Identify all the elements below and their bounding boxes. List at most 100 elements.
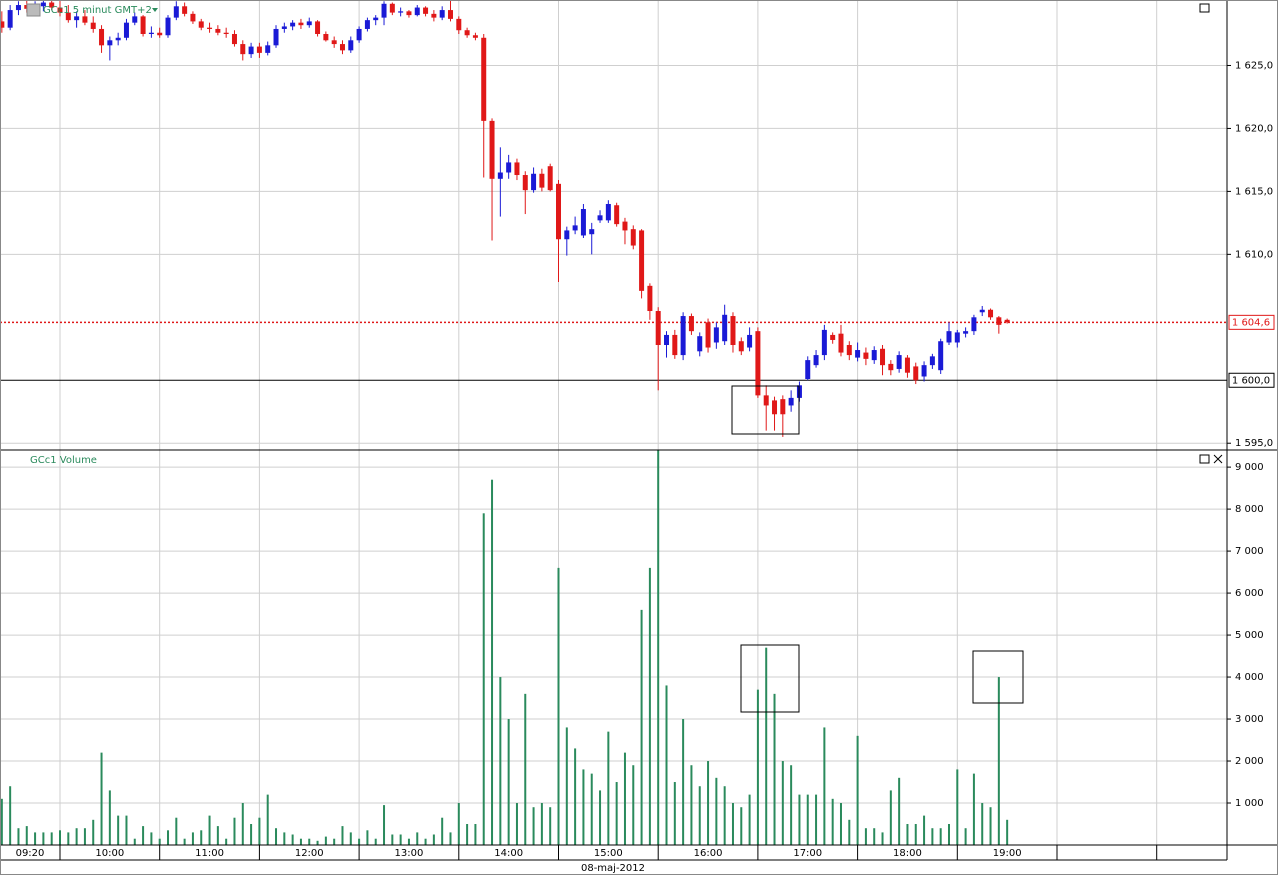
candle-body (730, 316, 736, 346)
close-button[interactable] (1213, 454, 1223, 464)
volume-bar (225, 838, 228, 845)
volume-bar (250, 824, 253, 845)
candle-body (788, 397, 794, 406)
candle-body (888, 363, 894, 371)
candle-body (747, 334, 753, 348)
candle-body (963, 331, 969, 334)
volume-bar (623, 752, 626, 845)
volume-bar (9, 786, 12, 845)
volume-bar (0, 798, 3, 845)
candle-body (522, 175, 528, 191)
maximize-button[interactable] (1199, 454, 1210, 464)
volume-bar (266, 794, 269, 845)
candle-body (7, 10, 13, 28)
candle-body (639, 230, 645, 291)
y-tick-label: 7 000 (1235, 546, 1264, 557)
candle-body (90, 22, 96, 29)
candle-body (880, 348, 886, 366)
volume-bar (723, 786, 726, 845)
volume-bar (790, 765, 793, 845)
volume-bar (34, 832, 37, 845)
volume-bar (316, 840, 319, 845)
volume-bar (590, 773, 593, 845)
volume-bar (142, 826, 145, 845)
candle-body (15, 5, 21, 11)
volume-bar (698, 786, 701, 845)
candle-body (273, 28, 279, 46)
maximize-button[interactable] (1199, 3, 1210, 13)
candle-body (190, 13, 196, 22)
candle-body (929, 356, 935, 366)
candle-body (414, 7, 420, 16)
volume-bar (258, 817, 261, 845)
volume-bar (457, 803, 460, 845)
volume-bar (125, 815, 128, 845)
candle-body (497, 172, 503, 179)
volume-bar (275, 828, 278, 845)
candle-body (664, 334, 670, 346)
candle-body (996, 317, 1002, 325)
volume-bar (964, 828, 967, 845)
candle-body (805, 360, 811, 380)
volume-bar (549, 807, 552, 845)
volume-bar (208, 815, 211, 845)
volume-bar (557, 567, 560, 845)
symbol-icon[interactable] (26, 3, 41, 17)
volume-bar (972, 773, 975, 845)
candle-body (514, 162, 520, 176)
volume-bar (117, 815, 120, 845)
price-level-label: 1 604,6 (1232, 317, 1270, 328)
volume-bar (939, 828, 942, 845)
volume-bar (707, 761, 710, 845)
volume-bar (632, 765, 635, 845)
candle-body (1004, 319, 1010, 323)
volume-bar (574, 748, 577, 845)
volume-bar (756, 689, 759, 845)
y-tick-label: 3 000 (1235, 714, 1264, 725)
candle-body (140, 16, 146, 34)
volume-title: GCc1 Volume (30, 455, 97, 466)
candle-body (323, 33, 329, 41)
volume-bar (59, 830, 61, 845)
y-tick-label: 2 000 (1235, 756, 1264, 767)
candle-body (223, 32, 229, 34)
volume-bar (740, 807, 743, 845)
candle-body (447, 10, 453, 19)
volume-bar (25, 826, 28, 845)
volume-bar (873, 828, 876, 845)
title-dropdown[interactable] (152, 8, 158, 12)
volume-bar (499, 677, 502, 845)
candle-body (215, 28, 221, 33)
candle-body (971, 317, 977, 332)
volume-bar (17, 828, 20, 845)
volume-bar (407, 838, 410, 845)
volume-bar (291, 834, 294, 845)
volume-bar (532, 807, 535, 845)
volume-bar (449, 832, 452, 845)
x-tick-label: 19:00 (993, 848, 1022, 859)
volume-bar (299, 838, 302, 845)
candle-body (389, 3, 395, 13)
candle-body (605, 203, 611, 221)
candle-body (688, 316, 694, 332)
volume-bar (158, 838, 161, 845)
x-tick-label: 09:20 (16, 848, 45, 859)
volume-bar (981, 803, 984, 845)
candle-body (938, 341, 944, 371)
candle-body (173, 6, 179, 18)
y-tick-label: 9 000 (1235, 462, 1264, 473)
candle-body (572, 225, 578, 231)
volume-bar (848, 819, 851, 845)
candle-body (231, 33, 237, 45)
volume-bar (341, 826, 344, 845)
candle-body (738, 341, 744, 352)
volume-bar (997, 677, 1000, 845)
date-label: 08-maj-2012 (581, 863, 645, 874)
y-tick-label: 1 000 (1235, 798, 1264, 809)
volume-bar (183, 838, 186, 845)
volume-bar (682, 719, 685, 845)
volume-bar (491, 479, 494, 845)
candle-body (614, 205, 620, 225)
x-tick-label: 17:00 (793, 848, 822, 859)
volume-bar (167, 830, 170, 845)
